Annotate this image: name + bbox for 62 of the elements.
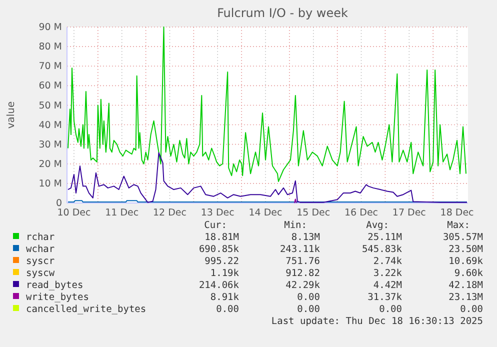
text: 1.19k [210, 268, 240, 279]
y-axis-title: value [6, 101, 17, 129]
text: 3.22k [373, 268, 402, 279]
text: 8.13M [291, 232, 320, 243]
line-series [68, 26, 467, 182]
text: 545.83k [362, 244, 402, 255]
y-tick-label: 20 M [38, 158, 62, 170]
text: 2.74k [373, 256, 402, 267]
y-tick-label: 60 M [38, 80, 62, 92]
text: 751.76 [286, 256, 320, 267]
text: 0.00 [379, 304, 402, 315]
text: 31.37k [368, 292, 402, 303]
y-tick-label: 10 M [38, 178, 62, 190]
text: 995.22 [204, 256, 239, 267]
text: 18.81M [204, 232, 240, 243]
x-tick-label: 13 Dec [200, 208, 234, 219]
y-tick-label: 70 M [38, 61, 62, 72]
legend-label: syscr [26, 256, 55, 267]
text: 0.00 [297, 304, 320, 315]
text: 42.29k [286, 280, 320, 291]
text: 243.11k [280, 244, 320, 255]
text: 23.50M [448, 244, 484, 255]
text: 690.85k [198, 244, 240, 255]
legend-label: read_bytes [26, 280, 84, 291]
x-tick-label: 11 Dec [105, 208, 139, 219]
legend-label: syscw [26, 268, 55, 279]
text: 8.91k [210, 292, 240, 303]
y-tick-label: 0 [56, 198, 62, 210]
legend-label: wchar [26, 244, 55, 255]
text: 0.00 [460, 304, 484, 315]
text: 0.00 [297, 292, 320, 303]
legend-label: cancelled_write_bytes [26, 304, 146, 315]
y-tick-label: 90 M [38, 22, 62, 34]
x-tick-label: 14 Dec [248, 208, 282, 219]
text: Last update: Thu Dec 18 16:30:13 2025 [271, 316, 483, 327]
legend-label: rchar [26, 232, 55, 243]
text: 305.57M [442, 232, 484, 243]
text: Avg: [366, 220, 389, 231]
x-tick-label: 12 Dec [152, 208, 186, 219]
text: 0.00 [216, 304, 240, 315]
y-tick-label: 40 M [38, 120, 62, 131]
text: 4.42M [373, 280, 402, 291]
y-tick-label: 50 M [38, 100, 62, 112]
x-tick-label: 16 Dec [344, 208, 378, 219]
text: Cur: [204, 220, 227, 231]
y-tick-label: 30 M [38, 139, 62, 150]
text: Max: [447, 220, 470, 231]
text: 9.60k [454, 268, 484, 279]
x-tick-label: 15 Dec [296, 208, 330, 219]
text: 912.82 [286, 268, 320, 279]
x-tick-label: 17 Dec [392, 208, 426, 219]
text: Min: [284, 220, 307, 231]
text: 10.69k [448, 256, 484, 267]
chart-title: Fulcrum I/O - by week [217, 6, 348, 20]
text: 42.18M [448, 280, 484, 291]
x-tick-label: 18 Dec [440, 208, 474, 219]
x-tick-label: 10 Dec [57, 208, 91, 219]
legend-label: write_bytes [26, 292, 89, 303]
text: 214.06k [198, 280, 240, 291]
y-tick-label: 80 M [38, 42, 62, 53]
text: 23.13M [448, 292, 484, 303]
text: 25.11M [368, 232, 402, 243]
